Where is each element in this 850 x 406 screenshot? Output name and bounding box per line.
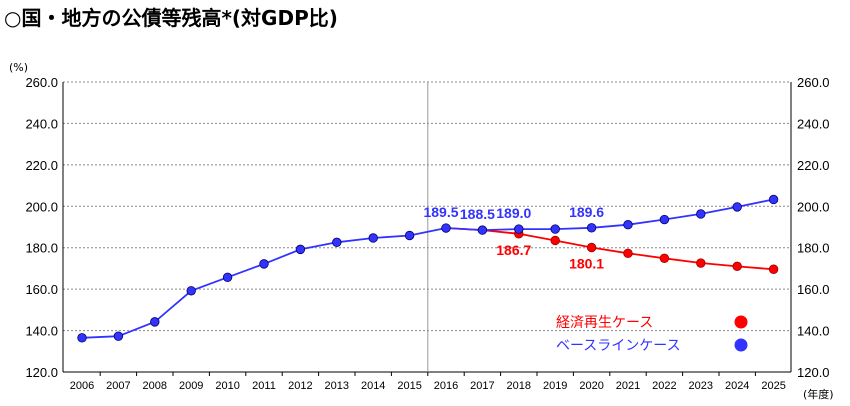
y-tick-label-left: 240.0 xyxy=(25,116,58,131)
data-point-economic-revival xyxy=(659,253,670,263)
data-point-baseline xyxy=(623,220,633,230)
data-point-baseline xyxy=(550,224,560,234)
x-tick-label: 2012 xyxy=(288,380,312,392)
x-tick-label: 2021 xyxy=(616,380,640,392)
data-point-baseline xyxy=(768,194,779,205)
data-point-baseline xyxy=(113,331,124,341)
data-point-baseline xyxy=(222,272,233,283)
y-tick-label-left: 200.0 xyxy=(25,199,58,214)
y-tick-label-right: 160.0 xyxy=(797,282,830,297)
series-line-economic-revival xyxy=(445,227,774,271)
data-point-economic-revival xyxy=(623,248,633,259)
data-point-baseline xyxy=(332,237,342,248)
x-tick-label: 2011 xyxy=(252,380,276,392)
data-point-baseline xyxy=(696,209,706,219)
legend-label: ベースラインケース xyxy=(556,338,681,354)
x-tick-label: 2008 xyxy=(143,380,167,392)
data-point-baseline xyxy=(659,214,670,225)
data-point-economic-revival xyxy=(732,261,742,272)
legend-marker xyxy=(734,338,748,352)
x-tick-label: 2009 xyxy=(179,380,203,392)
data-label: 189.6 xyxy=(569,204,604,220)
series-line-baseline xyxy=(81,198,774,339)
data-label: 188.5 xyxy=(460,206,495,222)
y-tick-label-left: 260.0 xyxy=(25,75,58,90)
x-tick-label: 2014 xyxy=(361,380,385,392)
x-tick-label: 2006 xyxy=(70,380,94,392)
x-tick-label: 2013 xyxy=(325,380,349,392)
data-point-baseline xyxy=(259,259,269,269)
data-point-economic-revival xyxy=(586,242,597,253)
y-tick-label-right: 220.0 xyxy=(797,158,830,173)
data-point-economic-revival xyxy=(550,235,560,246)
data-point-baseline xyxy=(295,244,306,255)
data-point-economic-revival xyxy=(768,264,779,274)
y-tick-label-right: 140.0 xyxy=(797,324,830,339)
data-label: 186.7 xyxy=(496,242,531,258)
y-tick-label-left: 180.0 xyxy=(25,241,58,256)
data-point-baseline xyxy=(77,333,87,343)
data-point-economic-revival xyxy=(696,258,706,268)
x-tick-label: 2023 xyxy=(689,380,713,392)
x-tick-label: 2016 xyxy=(434,380,458,392)
x-tick-label: 2017 xyxy=(470,380,494,392)
data-point-baseline xyxy=(441,223,451,233)
x-tick-label: 2025 xyxy=(761,380,785,392)
y-tick-label-left: 120.0 xyxy=(25,365,58,380)
x-tick-label: 2007 xyxy=(106,380,130,392)
y-tick-label-right: 260.0 xyxy=(797,75,830,90)
x-tick-label: 2015 xyxy=(397,380,421,392)
x-tick-label: 2010 xyxy=(215,380,239,392)
data-label: 189.5 xyxy=(423,204,458,220)
data-point-baseline xyxy=(150,317,160,327)
y-tick-label-right: 200.0 xyxy=(797,199,830,214)
y-tick-label-left: 220.0 xyxy=(25,158,58,173)
x-tick-label: 2019 xyxy=(543,380,567,392)
y-tick-label-left: 160.0 xyxy=(25,282,58,297)
x-tick-label: 2022 xyxy=(652,380,676,392)
data-point-baseline xyxy=(186,286,196,296)
data-point-baseline xyxy=(514,224,524,234)
x-tick-label: 2020 xyxy=(579,380,603,392)
data-point-baseline xyxy=(732,202,742,212)
y-unit-label: (%) xyxy=(9,61,28,74)
x-tick-label: 2018 xyxy=(507,380,531,392)
x-unit-label: (年度) xyxy=(803,387,834,401)
data-point-baseline xyxy=(477,225,488,235)
legend-marker xyxy=(734,315,748,329)
data-point-baseline xyxy=(586,223,597,233)
y-tick-label-right: 120.0 xyxy=(797,365,830,380)
data-label: 180.1 xyxy=(569,256,604,272)
data-point-baseline xyxy=(368,233,378,243)
data-label: 189.0 xyxy=(496,205,531,221)
legend-label: 経済再生ケース xyxy=(556,315,653,331)
x-tick-label: 2024 xyxy=(725,380,749,392)
data-point-baseline xyxy=(404,230,415,241)
y-tick-label-left: 140.0 xyxy=(25,324,58,339)
y-tick-label-right: 180.0 xyxy=(797,241,830,256)
y-tick-label-right: 240.0 xyxy=(797,116,830,131)
chart-title: ○国・地方の公債等残高*(対GDP比) xyxy=(4,6,338,30)
